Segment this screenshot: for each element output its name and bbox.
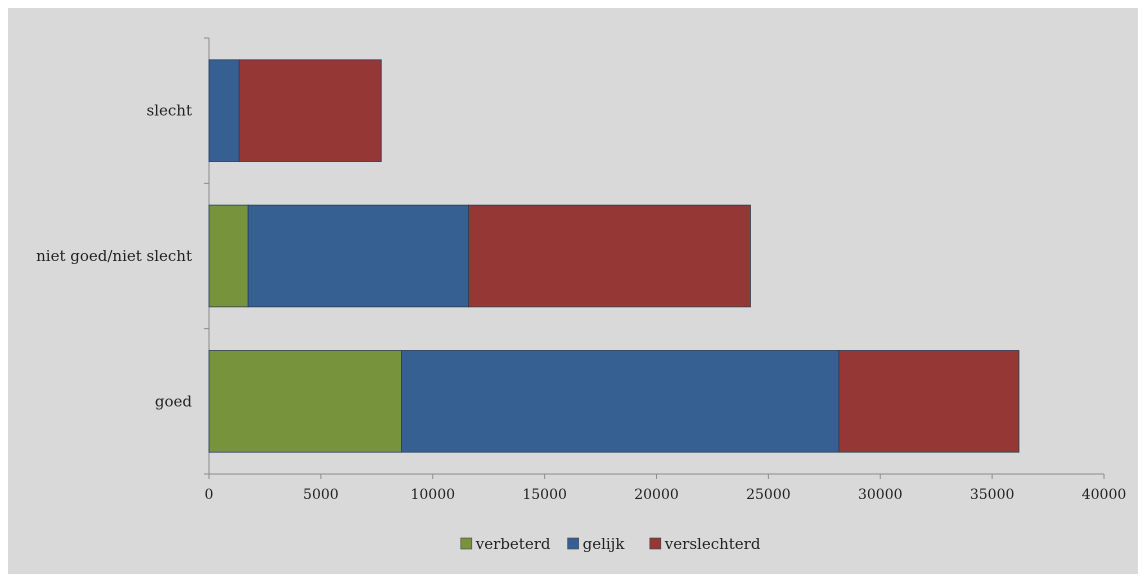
- bar-goed-gelijk: [401, 350, 840, 453]
- bar-niet-goed-niet-slecht-verbeterd: [208, 204, 249, 308]
- x-tick-label: 20000: [634, 487, 679, 503]
- legend-swatch-verbeterd: [460, 537, 473, 550]
- x-tick-label: 30000: [858, 487, 903, 503]
- legend-swatch-gelijk: [567, 537, 579, 550]
- x-tick-label: 25000: [746, 487, 791, 503]
- bars: [208, 59, 1020, 453]
- legend-label-verslechterd: verslechterd: [664, 535, 761, 553]
- labels: 0 5000 10000 15000 20000 25000 30000 35000 40000…: [36, 102, 1126, 503]
- legend-swatch-verslechterd: [649, 537, 662, 550]
- bar-niet-goed-niet-slecht-verslechterd: [468, 204, 751, 308]
- bar-slecht-gelijk: [208, 59, 240, 162]
- legend-label-verbeterd: verbeterd: [475, 535, 551, 553]
- category-label-slecht: slecht: [147, 102, 192, 120]
- x-tick-label: 40000: [1082, 487, 1127, 503]
- stacked-bar-chart: 0 5000 10000 15000 20000 25000 30000 35000 40000…: [36, 37, 1126, 553]
- chart-frame: 0 5000 10000 15000 20000 25000 30000 35000 40000…: [8, 8, 1138, 574]
- bar-niet-goed-niet-slecht-gelijk: [247, 204, 469, 308]
- bar-goed-verslechterd: [838, 350, 1020, 453]
- bar-goed-verbeterd: [208, 350, 402, 453]
- category-label-goed: goed: [155, 392, 193, 410]
- x-tick-label: 10000: [410, 487, 455, 503]
- x-tick-label: 35000: [970, 487, 1015, 503]
- legend: verbeterd gelijk verslechterd: [460, 535, 761, 553]
- legend-label-gelijk: gelijk: [583, 535, 626, 553]
- x-tick-label: 5000: [303, 487, 339, 503]
- x-tick-label: 15000: [522, 487, 567, 503]
- category-label-niet-goed-niet-slecht: niet goed/niet slecht: [36, 247, 192, 265]
- x-tick-label: 0: [205, 487, 214, 503]
- bar-slecht-verslechterd: [238, 59, 382, 162]
